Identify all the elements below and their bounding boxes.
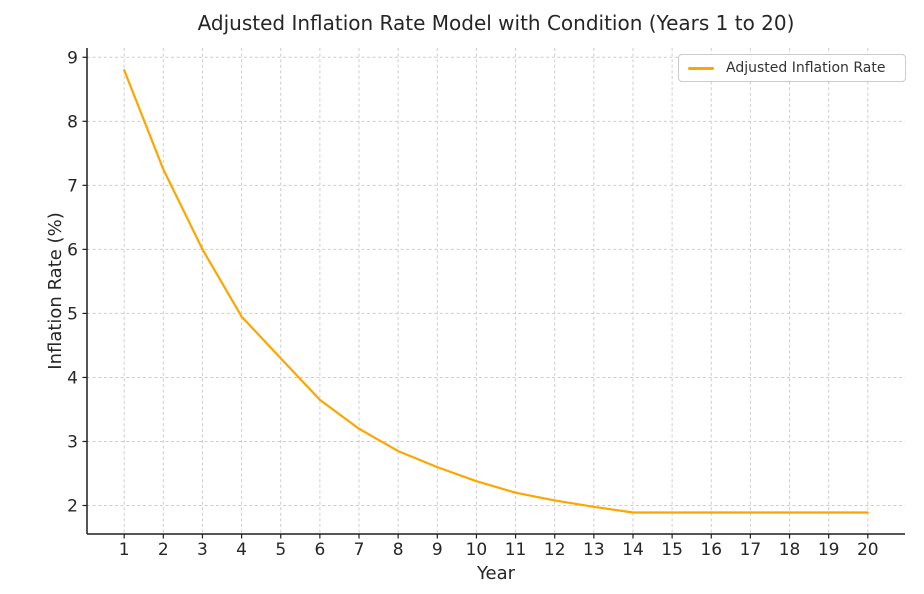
x-tick-label: 17: [740, 540, 762, 560]
x-tick-label: 4: [236, 540, 247, 560]
inflation-rate-line: [123, 68, 869, 514]
x-tick-label: 14: [622, 540, 644, 560]
legend-label: Adjusted Inflation Rate: [726, 60, 886, 76]
y-tick-label: 8: [67, 112, 78, 132]
x-tick-label: 18: [779, 540, 801, 560]
x-tick-label: 16: [700, 540, 722, 560]
x-tick-label: 1: [119, 540, 130, 560]
y-tick-label: 9: [67, 48, 78, 68]
x-tick-label: 6: [314, 540, 325, 560]
y-tick-label: 6: [67, 240, 78, 260]
y-tick-label: 3: [67, 432, 78, 452]
y-axis-label: Inflation Rate (%): [45, 212, 66, 370]
y-tick-label: 2: [67, 497, 78, 517]
x-tick-label: 20: [857, 540, 879, 560]
legend: Adjusted Inflation Rate: [678, 54, 906, 82]
y-tick-label: 4: [67, 368, 78, 388]
x-tick-label: 3: [197, 540, 208, 560]
x-tick-label: 9: [432, 540, 443, 560]
y-tick-label: 7: [67, 176, 78, 196]
x-tick-label: 10: [466, 540, 488, 560]
x-tick-label: 15: [661, 540, 683, 560]
x-tick-label: 2: [158, 540, 169, 560]
y-tick-label: 5: [67, 304, 78, 324]
legend-line-swatch: [688, 66, 714, 70]
x-axis-label: Year: [476, 563, 516, 584]
chart-title: Adjusted Inflation Rate Model with Condi…: [197, 11, 795, 35]
x-tick-label: 8: [393, 540, 404, 560]
x-tick-label: 12: [544, 540, 566, 560]
x-tick-label: 13: [583, 540, 605, 560]
x-tick-label: 19: [818, 540, 840, 560]
x-tick-label: 5: [275, 540, 286, 560]
x-tick-label: 7: [354, 540, 365, 560]
x-tick-label: 11: [505, 540, 527, 560]
